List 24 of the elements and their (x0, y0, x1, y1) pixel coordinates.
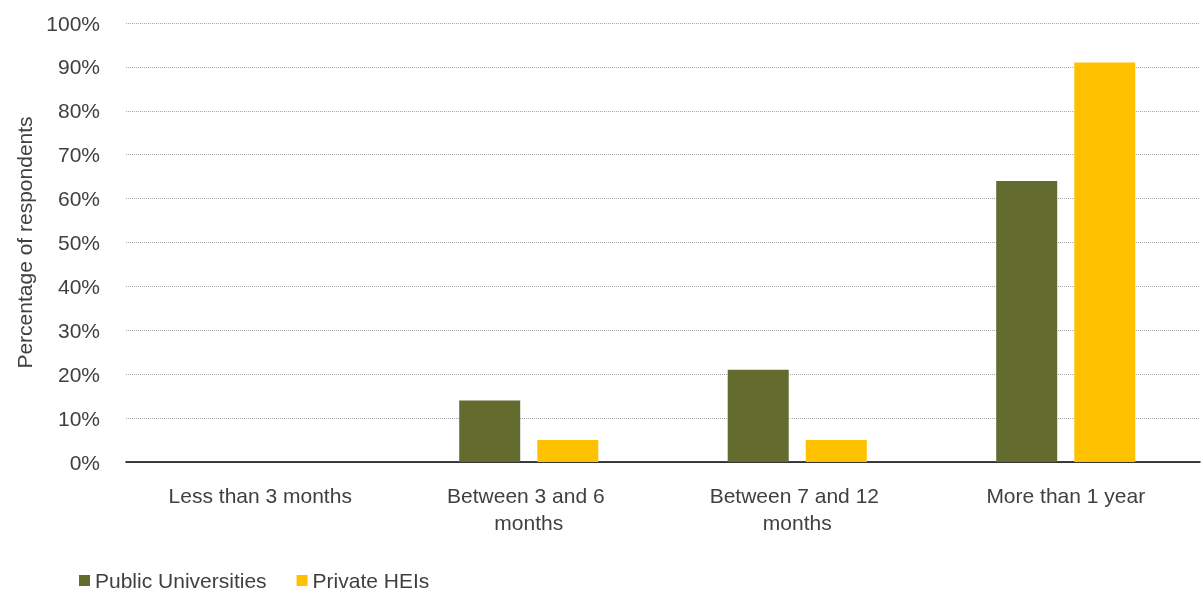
x-tick-label: More than 1 year (986, 484, 1146, 507)
y-axis-title: Percentage of respondents (13, 116, 37, 369)
bar (727, 369, 789, 462)
x-tick-label: Between 3 and 6 months (447, 484, 611, 534)
y-tick-label: 0% (69, 450, 100, 474)
y-tick-label: 80% (57, 99, 100, 123)
bar (537, 440, 599, 462)
bar (996, 181, 1058, 462)
legend-label: Private HEIs (312, 569, 430, 592)
bar (459, 400, 521, 462)
legend-label: Public Universities (95, 569, 267, 592)
y-tick-label: 60% (57, 187, 100, 211)
y-tick-label: 50% (57, 231, 100, 254)
y-tick-label: 30% (57, 318, 100, 342)
bar (805, 440, 867, 462)
y-tick-label: 90% (57, 55, 100, 79)
x-tick-label: Less than 3 months (168, 484, 352, 507)
bar (1074, 62, 1136, 462)
y-tick-label: 40% (57, 274, 100, 298)
x-tick-label: Between 7 and 12 months (709, 484, 885, 534)
y-tick-label: 20% (57, 362, 100, 386)
y-tick-label: 10% (57, 406, 100, 430)
y-tick-label: 100% (46, 11, 100, 35)
y-tick-label: 70% (57, 143, 100, 167)
